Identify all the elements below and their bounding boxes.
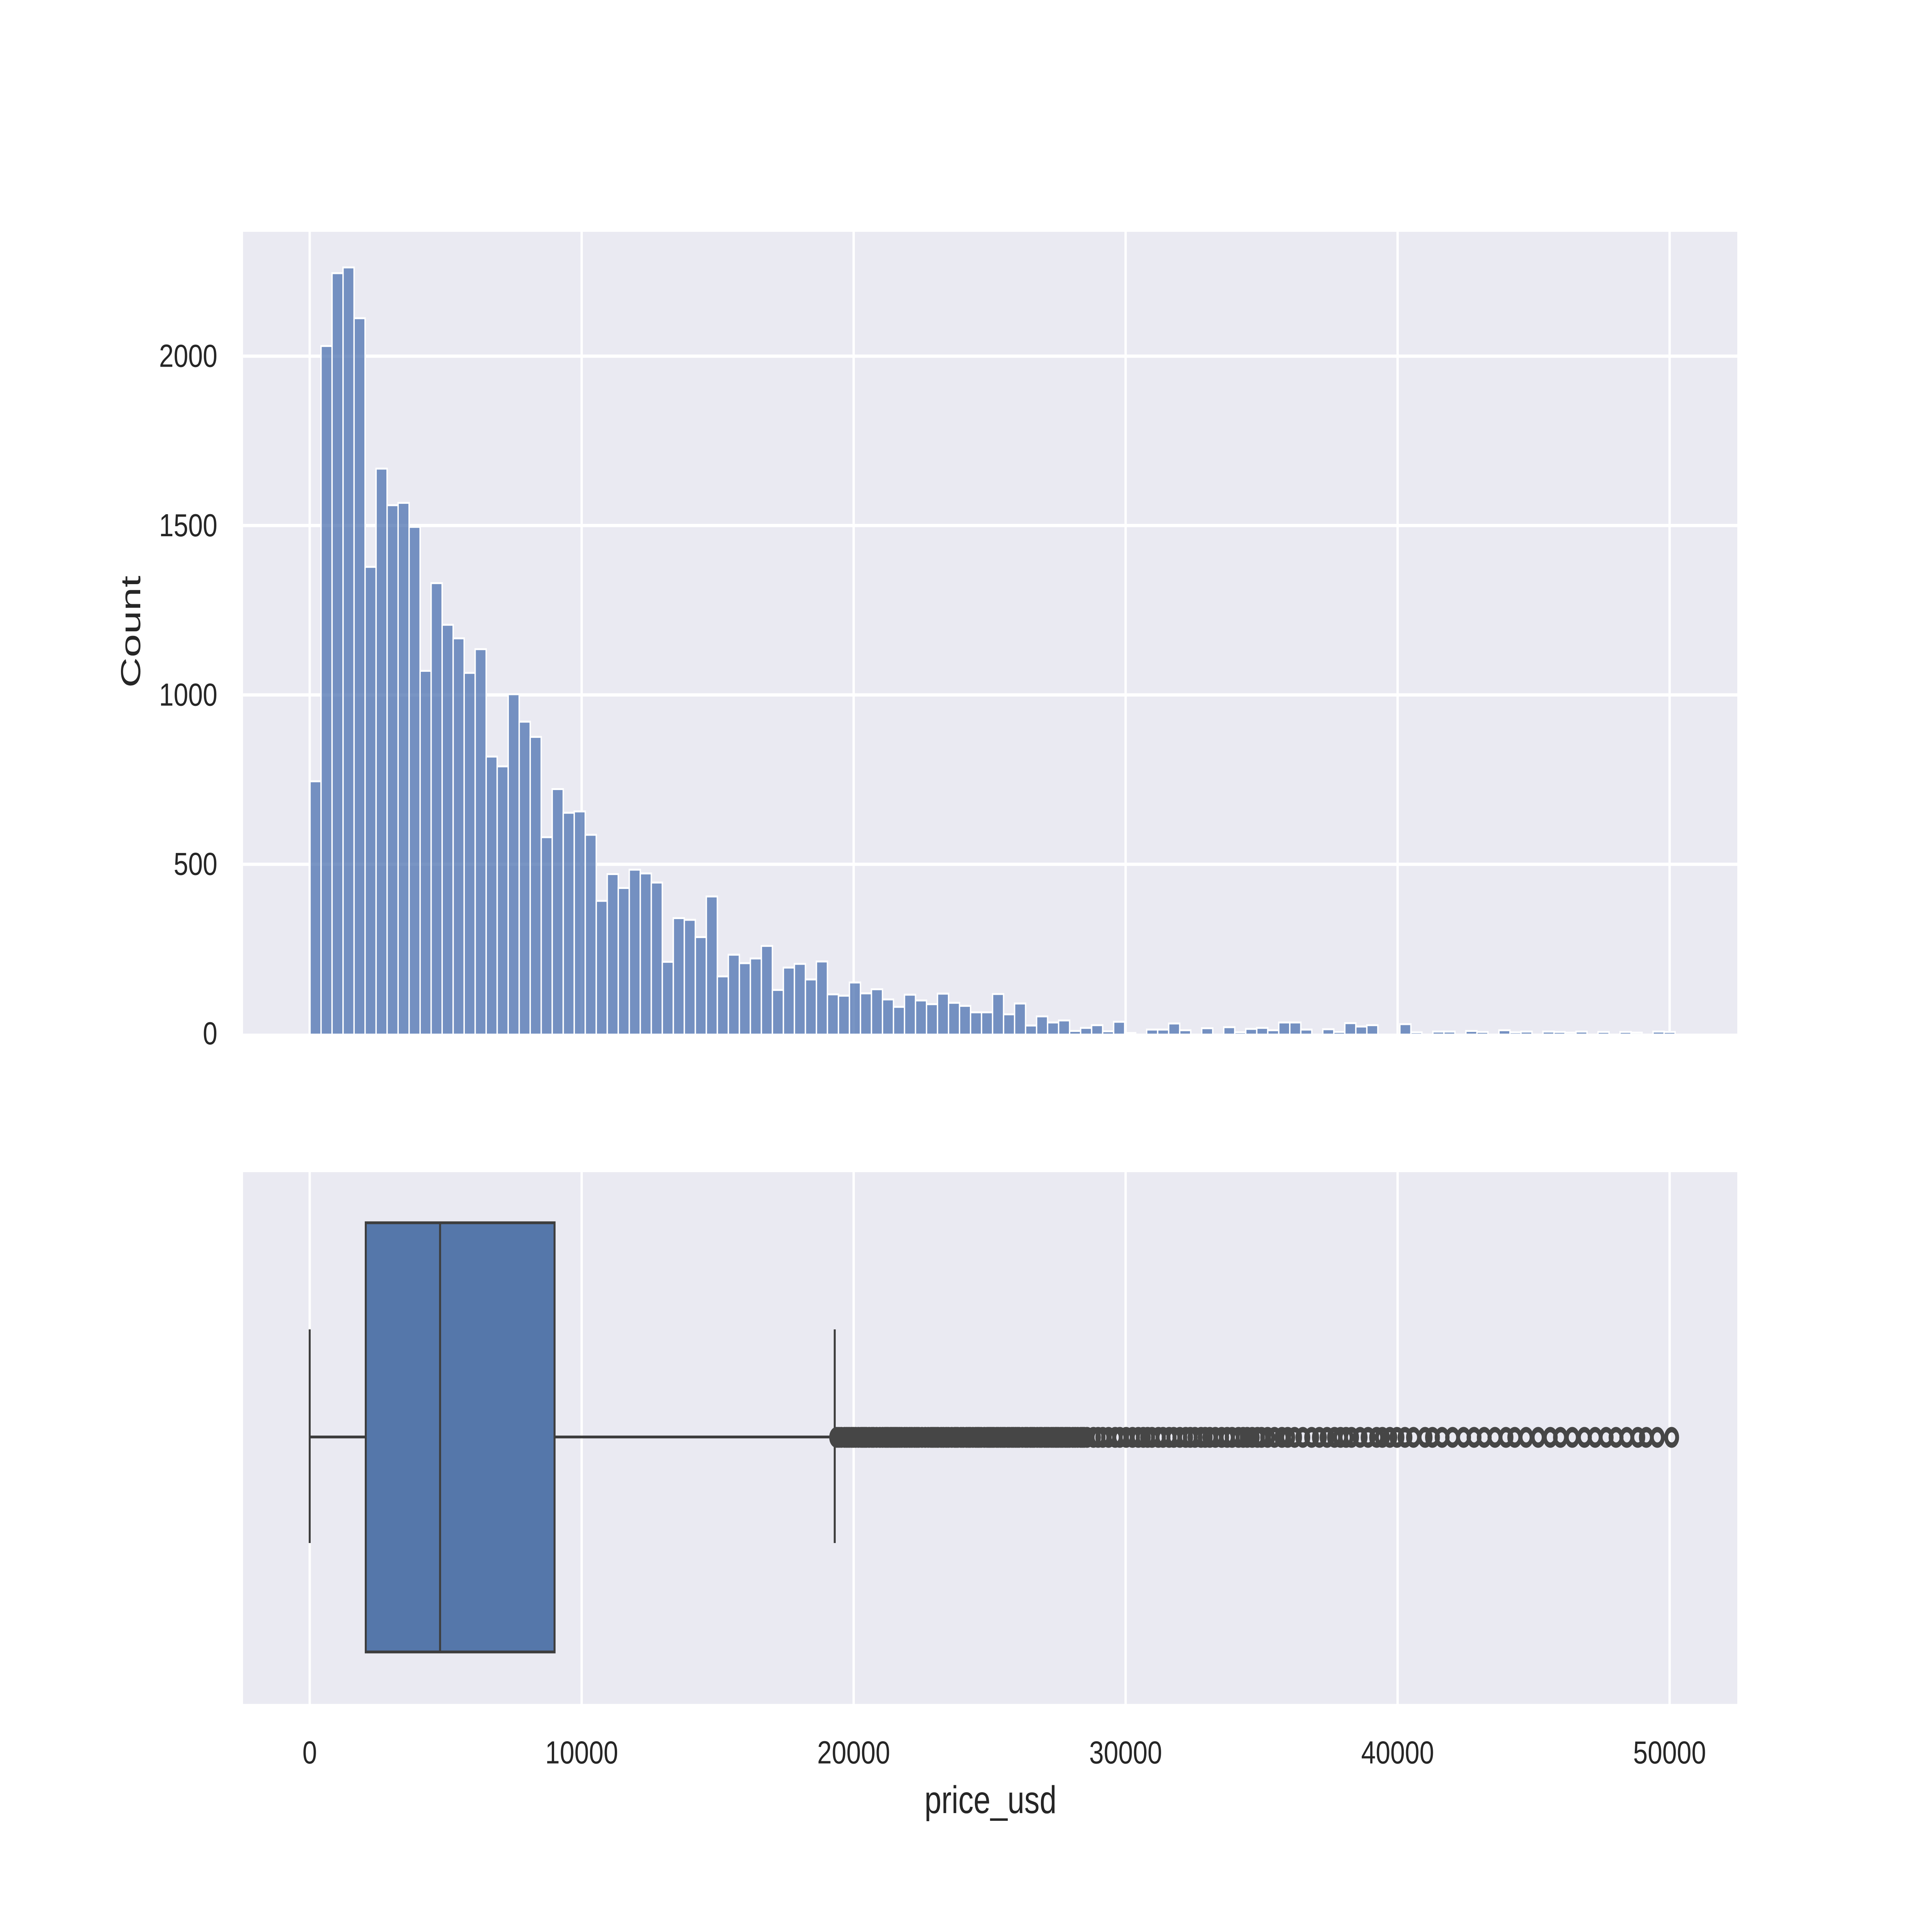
svg-text:30000: 30000 — [1089, 1735, 1162, 1771]
svg-text:50000: 50000 — [1633, 1735, 1706, 1771]
svg-text:1000: 1000 — [159, 677, 218, 713]
svg-text:1500: 1500 — [159, 508, 218, 543]
svg-text:500: 500 — [173, 846, 217, 882]
svg-text:Count: Count — [116, 576, 146, 688]
svg-text:0: 0 — [203, 1016, 218, 1051]
svg-text:price_usd: price_usd — [924, 1778, 1056, 1822]
svg-text:10000: 10000 — [545, 1735, 618, 1771]
svg-text:2000: 2000 — [159, 338, 218, 374]
svg-text:40000: 40000 — [1361, 1735, 1434, 1771]
svg-text:20000: 20000 — [817, 1735, 890, 1771]
svg-text:0: 0 — [303, 1735, 317, 1771]
